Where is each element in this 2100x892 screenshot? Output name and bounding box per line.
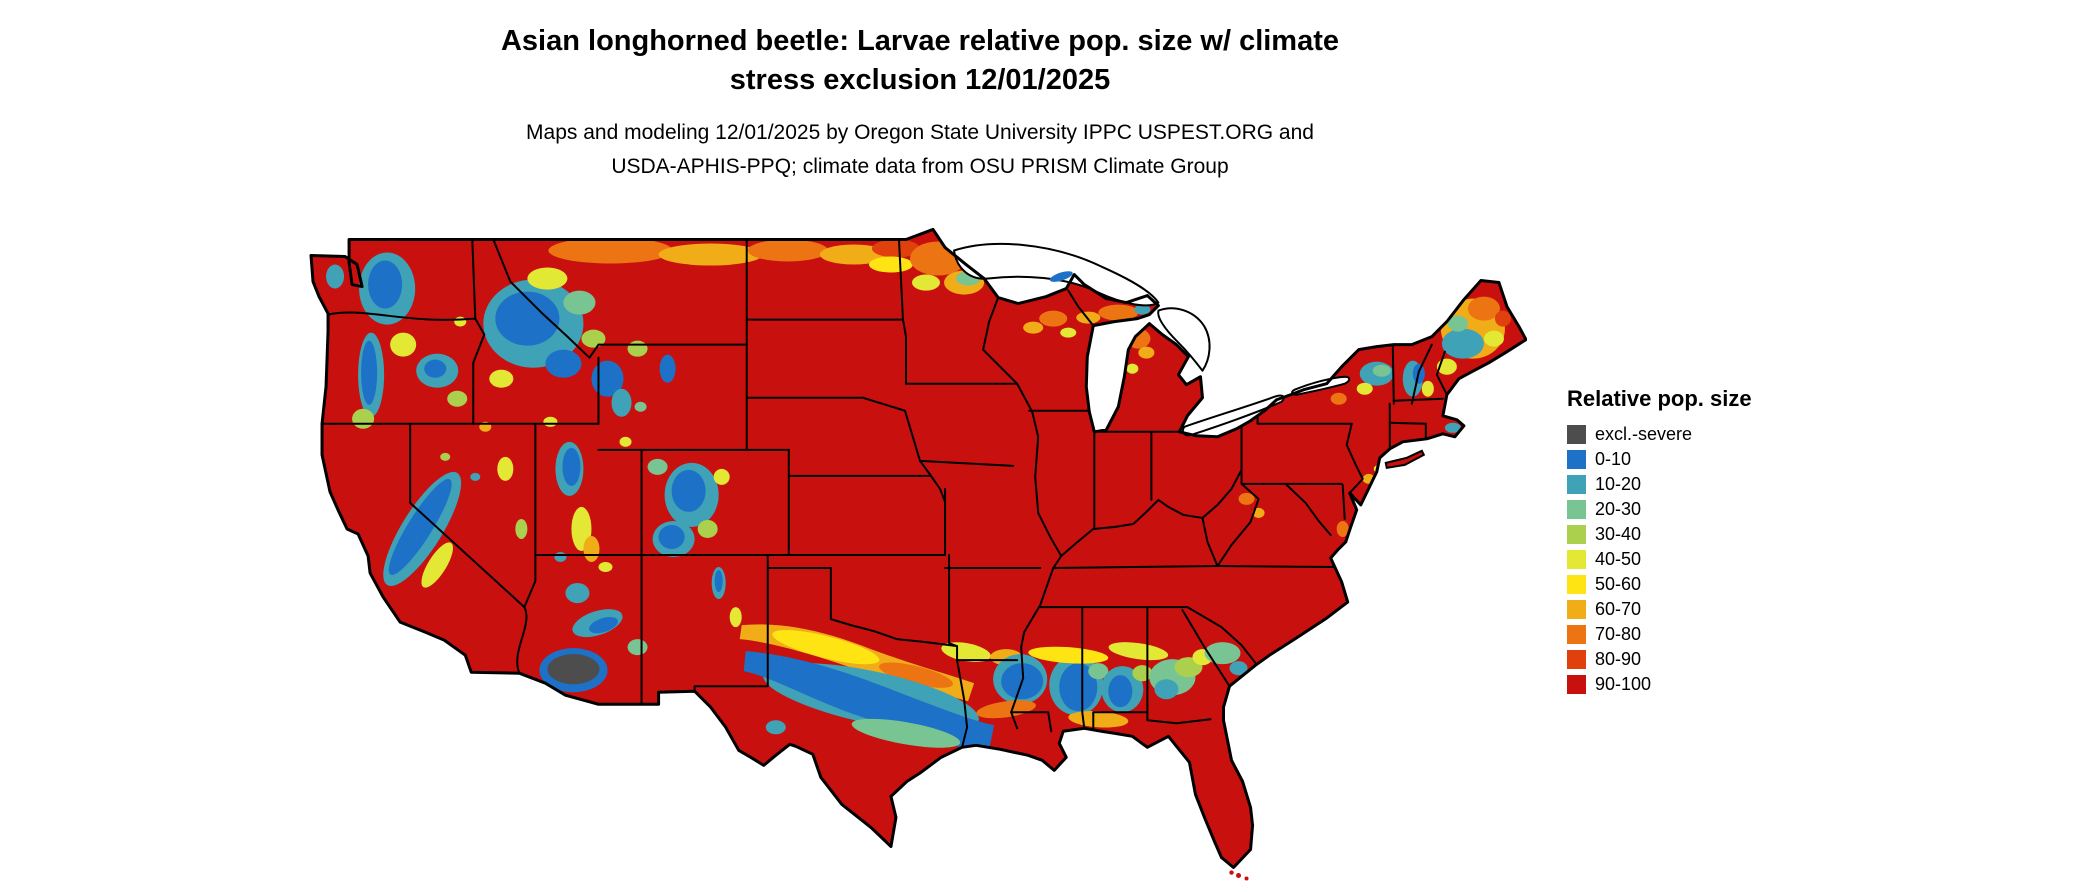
long-island: [1384, 449, 1426, 470]
state-borders: [321, 238, 1448, 749]
map-subtitle-line1: Maps and modeling 12/01/2025 by Oregon S…: [526, 121, 1314, 144]
legend-swatch: [1567, 425, 1586, 444]
legend-title: Relative pop. size: [1567, 386, 1752, 411]
map-title-line1: Asian longhorned beetle: Larvae relative…: [500, 25, 1340, 57]
us-map: [305, 226, 1527, 884]
legend-item: 90-100: [1567, 672, 1752, 697]
legend-item: 10-20: [1567, 472, 1752, 497]
legend-item: 40-50: [1567, 547, 1752, 572]
legend: Relative pop. size excl.-severe 0-10 10-…: [1567, 386, 1752, 697]
population-class-patches: [326, 237, 1511, 755]
legend-swatch: [1567, 500, 1586, 519]
legend-item: 60-70: [1567, 597, 1752, 622]
legend-label: 30-40: [1595, 524, 1642, 544]
map-subtitle-line2: USDA-APHIS-PPQ; climate data from OSU PR…: [611, 155, 1229, 178]
florida-keys: [1229, 870, 1249, 881]
legend-item: excl.-severe: [1567, 422, 1752, 447]
us-map-svg: [309, 227, 1527, 881]
legend-item: 50-60: [1567, 572, 1752, 597]
legend-item: 80-90: [1567, 647, 1752, 672]
legend-swatch: [1567, 600, 1586, 619]
legend-swatch: [1567, 475, 1586, 494]
legend-item: 0-10: [1567, 447, 1752, 472]
legend-item: 30-40: [1567, 522, 1752, 547]
legend-label: 10-20: [1595, 474, 1642, 494]
legend-swatch: [1567, 650, 1586, 669]
lake-huron: [1157, 307, 1211, 372]
legend-label: 20-30: [1595, 499, 1642, 519]
legend-label: 60-70: [1595, 599, 1642, 619]
legend-label: 0-10: [1595, 449, 1632, 469]
legend-label: 90-100: [1595, 674, 1652, 694]
legend-swatch: [1567, 575, 1586, 594]
legend-swatch: [1567, 550, 1586, 569]
legend-label: excl.-severe: [1595, 424, 1693, 444]
legend-label: 50-60: [1595, 574, 1642, 594]
legend-swatch: [1567, 675, 1586, 694]
header: Asian longhorned beetle: Larvae relative…: [0, 22, 1840, 184]
map-subtitle: Maps and modeling 12/01/2025 by Oregon S…: [0, 116, 1840, 184]
map-title-line2: stress exclusion 12/01/2025: [729, 64, 1111, 96]
legend-item: 70-80: [1567, 622, 1752, 647]
legend-label: 80-90: [1595, 649, 1642, 669]
legend-label: 70-80: [1595, 624, 1642, 644]
legend-label: 40-50: [1595, 549, 1642, 569]
keweenaw-patch: [1049, 271, 1073, 282]
us-outline: [309, 227, 1527, 870]
legend-swatch: [1567, 625, 1586, 644]
legend-list: excl.-severe 0-10 10-20 20-30 30-40 40-5…: [1567, 422, 1752, 697]
legend-item: 20-30: [1567, 497, 1752, 522]
legend-swatch: [1567, 525, 1586, 544]
legend-swatch: [1567, 450, 1586, 469]
